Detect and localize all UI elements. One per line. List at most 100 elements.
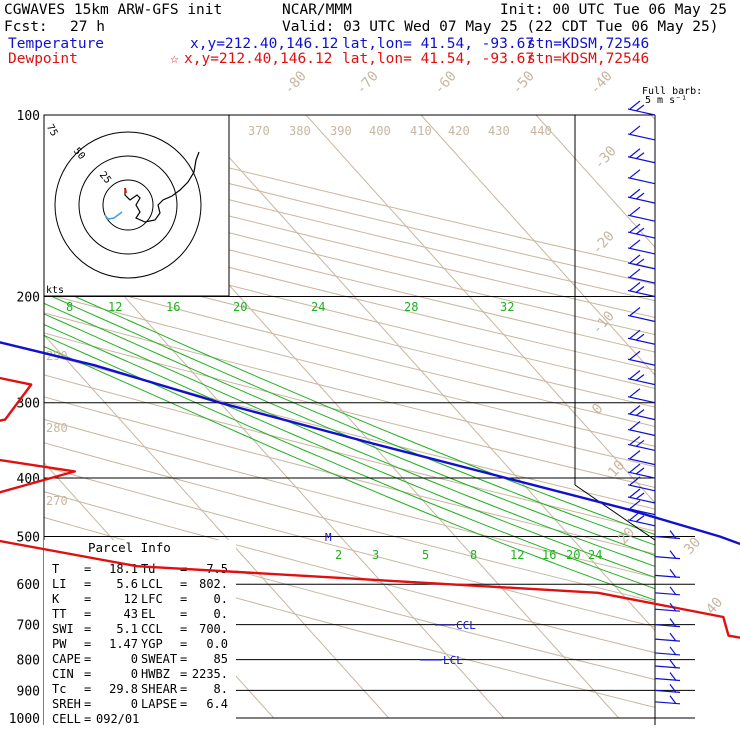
pressure-tick-label: 700	[17, 619, 40, 634]
parcel-value: 1.47	[109, 637, 138, 651]
wind-barb-flag	[629, 405, 641, 415]
wind-barb	[627, 188, 656, 204]
dry-adiabat-line	[44, 491, 655, 654]
wind-barb	[627, 268, 656, 284]
parcel-eq: =	[84, 622, 91, 636]
moist-adiabat-line	[44, 313, 655, 567]
star-icon: ☆	[170, 51, 179, 67]
wind-barb-flag	[669, 602, 677, 612]
theta-e-label: 12	[108, 300, 122, 314]
parcel-value: 0	[131, 652, 138, 666]
mixing-ratio-label: 24	[588, 548, 602, 562]
theta-label: 400	[369, 124, 391, 138]
wind-barb-staff	[627, 133, 656, 141]
wind-barb-flag	[669, 632, 677, 642]
hodo-ring-75: 75	[44, 123, 60, 139]
wind-barb-staff	[627, 108, 656, 116]
isotherm-label: -60	[431, 68, 460, 98]
dry-adiabat-line	[44, 255, 655, 408]
parcel-label: LI	[52, 577, 66, 591]
wind-barb	[627, 206, 656, 222]
theta-label: 270	[46, 494, 68, 508]
wind-barb-flag	[635, 333, 645, 341]
parcel-value: 7.5	[206, 562, 228, 576]
theta-e-label: 20	[233, 300, 247, 314]
wind-barb	[627, 450, 656, 466]
isotherm-label: -40	[587, 68, 616, 98]
parcel-value: 0	[131, 667, 138, 681]
parcel-value: 802.	[199, 577, 228, 591]
isotherm-label: 10	[605, 457, 628, 480]
theta-e-label: 32	[500, 300, 514, 314]
parcel-label: LCL	[141, 577, 163, 591]
parcel-eq: =	[84, 592, 91, 606]
wind-barb-flag	[629, 169, 641, 179]
wind-barb	[627, 169, 656, 185]
wind-barb	[654, 530, 681, 540]
wind-barb-flag	[635, 467, 645, 475]
wind-barb-flag	[629, 350, 641, 360]
mixing-ratio-label: 8	[470, 548, 477, 562]
wind-barb-flag	[629, 500, 641, 510]
mixing-ratio-label: 5	[422, 548, 429, 562]
parcel-label: SWI	[52, 622, 74, 636]
wind-barb	[654, 695, 681, 705]
theta-label: 410	[410, 124, 432, 138]
dry-adiabat-line	[44, 219, 655, 371]
parcel-eq: =	[180, 697, 187, 711]
parcel-eq: =	[84, 577, 91, 591]
wind-barb-staff	[627, 443, 656, 452]
barb-key-line1: Full barb:	[642, 86, 703, 97]
parcel-label: LFC	[141, 592, 163, 606]
dewpoint-legend: Dewpoint	[8, 51, 78, 67]
parcel-eq: =	[180, 592, 187, 606]
hodograph-low-level	[104, 211, 123, 220]
parcel-value: 5.1	[116, 622, 138, 636]
wind-barb-flag	[635, 104, 645, 112]
wind-barb	[654, 550, 681, 560]
model-title: CGWAVES 15km ARW-GFS init	[4, 2, 223, 18]
wind-barb-flag	[635, 286, 645, 294]
parcel-value: 0.	[214, 607, 228, 621]
parcel-label: CELL	[52, 712, 81, 726]
dry-adiabat-line	[44, 237, 655, 389]
wind-barb	[627, 500, 656, 516]
isotherm-line	[305, 115, 655, 504]
dry-adiabat-line	[44, 418, 655, 578]
parcel-label: CAPE	[52, 652, 81, 666]
parcel-value: 700.	[199, 622, 228, 636]
parcel-info-box	[44, 540, 236, 735]
wind-barb-flag	[629, 223, 641, 233]
wind-barb-flag	[629, 100, 641, 110]
wind-barb-flag	[669, 586, 677, 596]
wind-barb-flag	[635, 192, 645, 200]
mixing-ratio-label: 20	[566, 548, 580, 562]
wind-barb-flag	[669, 530, 677, 539]
isotherm-label: -70	[353, 68, 382, 98]
parcel-label: TT	[52, 607, 66, 621]
parcel-eq: =	[180, 622, 187, 636]
parcel-eq: =	[180, 667, 187, 681]
wind-barb-staff	[627, 358, 656, 366]
wind-barb	[627, 388, 656, 404]
wind-barb-flag	[669, 618, 677, 627]
parcel-eq: =	[180, 652, 187, 666]
parcel-eq: =	[180, 577, 187, 591]
mixing-ratio-label: 16	[542, 548, 556, 562]
parcel-eq: =	[84, 637, 91, 651]
isotherm-label: 0	[589, 401, 607, 418]
parcel-eq: =	[84, 652, 91, 666]
parcel-value: 43	[124, 607, 138, 621]
wind-barb-flag	[629, 188, 641, 198]
hodo-units: kts	[46, 285, 64, 296]
isotherm-label: -10	[589, 308, 618, 338]
wind-barb-staff	[627, 458, 656, 466]
wind-barb-staff	[627, 214, 656, 222]
wind-barb	[627, 307, 656, 323]
mixing-ratio-label: 12	[510, 548, 524, 562]
wind-barb-flag	[669, 568, 677, 578]
temperature-latlon: lat,lon= 41.54, -93.67	[342, 36, 535, 52]
moist-adiabat-line	[74, 296, 655, 536]
parcel-value: 12	[124, 592, 138, 606]
isotherm-label: 30	[681, 534, 704, 557]
